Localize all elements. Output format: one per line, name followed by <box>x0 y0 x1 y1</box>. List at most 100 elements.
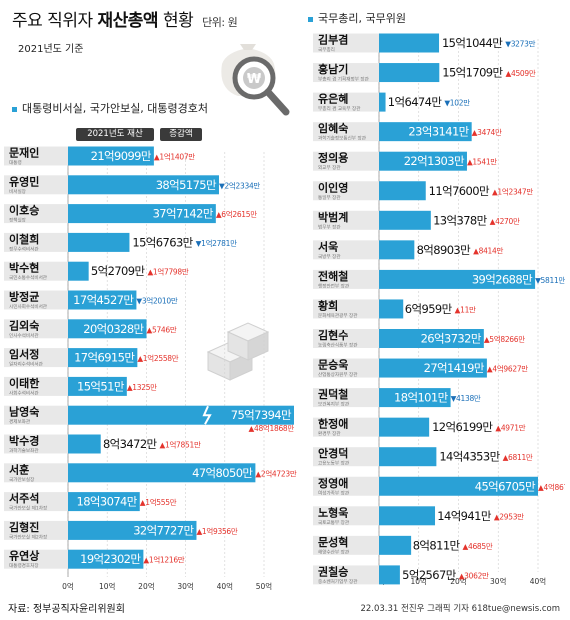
official-position: 환경부 장관 <box>318 430 341 437</box>
change-label: ▲4억8676만 <box>538 483 565 492</box>
official-name: 유영민 <box>9 174 39 188</box>
x-tick-label: 20억 <box>138 582 154 591</box>
change-label: ▲6억2615만 <box>216 210 257 219</box>
name-cell <box>313 63 379 83</box>
value-label: 5억2567만 <box>402 568 457 582</box>
value-label: 22억1303만 <box>404 154 465 168</box>
value-bar <box>379 269 536 289</box>
official-position: 인사수석비서관 <box>9 332 39 339</box>
official-position: 행정안전부 장관 <box>318 282 350 289</box>
official-name: 정의용 <box>318 151 348 165</box>
change-label: ▲3062만 <box>459 571 489 580</box>
value-bar <box>68 492 140 512</box>
value-bar <box>379 299 404 319</box>
value-bar <box>68 376 127 396</box>
official-name: 정영애 <box>318 476 348 490</box>
source-note: 자료: 정부공직자윤리위원회 <box>8 604 125 615</box>
official-position: 산업통상자원부 장관 <box>318 371 358 378</box>
name-cell <box>313 447 379 467</box>
axis-break-mark <box>202 405 212 425</box>
value-label: 15억6763만 <box>132 235 193 249</box>
value-label: 15억51만 <box>77 379 125 393</box>
official-name: 권칠승 <box>318 564 348 578</box>
change-label: ▲3474만 <box>472 128 502 137</box>
name-cell <box>4 204 68 224</box>
official-name: 김부겸 <box>318 34 348 47</box>
name-cell <box>313 122 379 142</box>
official-position: 대통령경호처장 <box>9 562 39 569</box>
value-bar <box>379 181 426 201</box>
value-label: 23억3141만 <box>408 125 469 139</box>
value-bar <box>68 204 216 224</box>
x-tick-label: 10억 <box>99 582 115 591</box>
credit-note: 22.03.31 전진우 그래픽 기자 618tue@newsis.com <box>360 604 560 614</box>
official-position: 중소벤처기업부 장관 <box>318 578 358 585</box>
name-cell <box>313 299 379 319</box>
official-position: 과학기술보좌관 <box>9 447 39 454</box>
value-label: 11억7600만 <box>429 184 490 198</box>
official-name: 서훈 <box>9 462 29 476</box>
value-bar <box>379 535 412 555</box>
official-position: 일자리수석비서관 <box>9 361 44 368</box>
value-bar <box>68 405 294 425</box>
name-cell <box>4 261 68 281</box>
name-cell <box>313 388 379 408</box>
official-name: 권덕철 <box>318 387 348 401</box>
official-position: 정책실장 <box>9 217 27 224</box>
official-position: 해양수산부 장관 <box>318 548 350 555</box>
x-tick-label: 40억 <box>530 577 546 586</box>
official-position: 국가안보실장 <box>9 476 35 483</box>
official-position: 국가안보실 제2차장 <box>9 533 48 540</box>
official-position: 문화체육관광부 장관 <box>318 312 358 319</box>
x-tick-label: 10억 <box>411 577 427 586</box>
name-cell <box>313 33 379 53</box>
change-label: ▲5억8266만 <box>484 335 525 344</box>
official-name: 황희 <box>318 298 338 312</box>
official-position: 국민소통수석비서관 <box>9 274 48 281</box>
header-change-tag: 증감액 <box>160 128 202 141</box>
value-label: 17억6915만 <box>74 351 135 365</box>
value-label: 8억811만 <box>413 538 461 552</box>
value-label: 13억378만 <box>433 213 488 227</box>
change-label: ▼4138만 <box>451 394 481 403</box>
value-bar <box>68 463 256 483</box>
official-position: 보건복지부 장관 <box>318 401 350 408</box>
value-label: 15억1044만 <box>442 36 503 50</box>
official-name: 한정애 <box>318 417 348 431</box>
official-position: 과학기술정보통신부 장관 <box>318 135 367 142</box>
change-label: ▲11만 <box>455 305 476 314</box>
value-bar <box>68 146 154 166</box>
x-tick-label: 0억 <box>62 582 74 591</box>
change-label: ▲1억555만 <box>140 498 177 507</box>
change-label: ▼3273만 <box>505 40 535 49</box>
value-label: 14억941만 <box>437 509 492 523</box>
x-tick-label: 30억 <box>177 582 193 591</box>
official-position: 외교부 장관 <box>318 164 341 171</box>
value-label: 39억2688만 <box>472 272 533 286</box>
official-position: 고용노동부 장관 <box>318 460 350 467</box>
change-label: ▼5811만 <box>535 276 565 285</box>
value-bar <box>379 240 415 260</box>
change-label: ▲1억1407만 <box>154 153 195 162</box>
value-label: 47억8050만 <box>192 466 253 480</box>
value-label: 32억7727만 <box>133 523 194 537</box>
section-title-left-text: 대통령비서실, 국가안보실, 대통령경호처 <box>22 102 209 115</box>
change-label: ▲48억1868만 <box>249 424 295 433</box>
title-suffix: 현황 <box>162 11 194 31</box>
